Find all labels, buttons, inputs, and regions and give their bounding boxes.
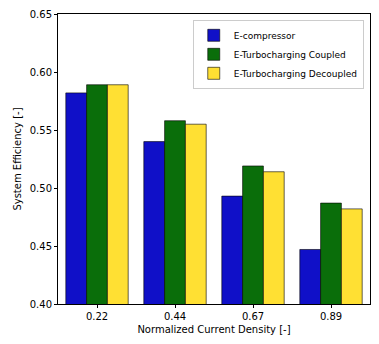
svg-text:0.50: 0.50 xyxy=(30,183,52,194)
svg-text:0.40: 0.40 xyxy=(30,299,52,310)
svg-text:0.89: 0.89 xyxy=(320,311,342,322)
svg-text:0.45: 0.45 xyxy=(30,241,52,252)
svg-text:System Efficiency [-]: System Efficiency [-] xyxy=(12,107,23,210)
svg-text:E-Turbocharging Decoupled: E-Turbocharging Decoupled xyxy=(234,69,357,79)
svg-text:0.65: 0.65 xyxy=(30,9,52,20)
svg-text:E-compressor: E-compressor xyxy=(234,31,296,41)
svg-text:0.22: 0.22 xyxy=(86,311,108,322)
svg-text:E-Turbocharging Coupled: E-Turbocharging Coupled xyxy=(234,50,346,60)
svg-text:0.44: 0.44 xyxy=(164,311,186,322)
svg-text:0.55: 0.55 xyxy=(30,125,52,136)
svg-text:0.60: 0.60 xyxy=(30,67,52,78)
svg-text:0.67: 0.67 xyxy=(242,311,264,322)
svg-text:Normalized Current Density [-]: Normalized Current Density [-] xyxy=(137,324,290,335)
